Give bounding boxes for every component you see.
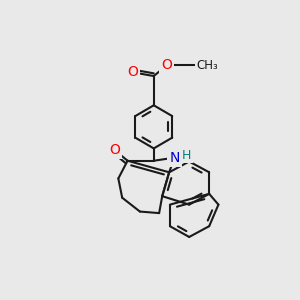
Text: H: H	[182, 149, 192, 162]
Text: N: N	[169, 151, 180, 165]
Text: CH₃: CH₃	[196, 59, 218, 72]
Text: O: O	[109, 143, 120, 157]
Text: O: O	[127, 65, 138, 79]
Text: O: O	[161, 58, 172, 72]
